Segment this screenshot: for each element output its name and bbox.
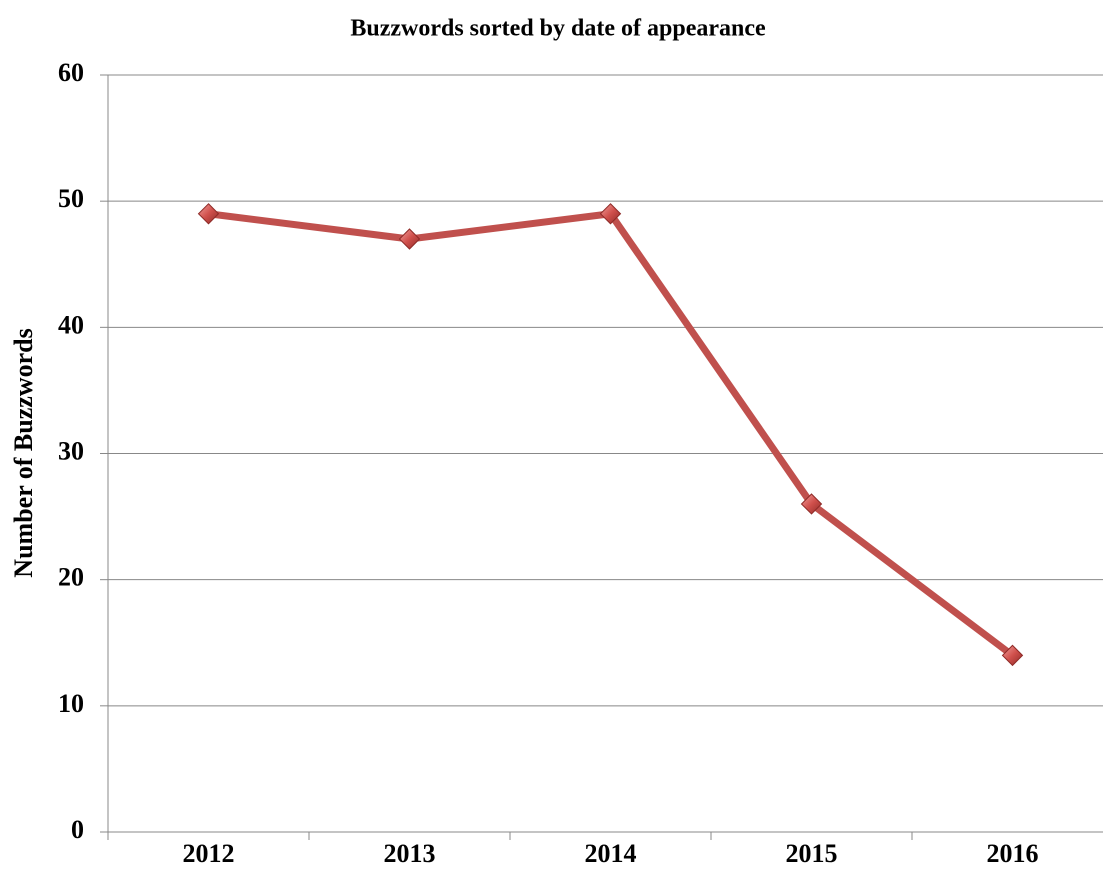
y-tick-label: 20 bbox=[58, 563, 84, 592]
axes: 0 10 20 30 40 50 60 2012 2013 2014 2015 2016 bbox=[58, 58, 1103, 868]
y-tick-label: 0 bbox=[71, 815, 84, 844]
grid bbox=[108, 74, 1103, 833]
x-tick-label: 2012 bbox=[183, 839, 235, 868]
y-tick-label: 30 bbox=[58, 436, 84, 465]
marker bbox=[197, 203, 220, 225]
x-tick-label: 2015 bbox=[786, 839, 838, 868]
x-tick-label: 2013 bbox=[384, 839, 436, 868]
y-tick-label: 40 bbox=[58, 310, 84, 339]
y-tick-label: 10 bbox=[58, 689, 84, 718]
marker bbox=[398, 228, 421, 250]
x-tick-label: 2014 bbox=[585, 839, 637, 868]
marker bbox=[1001, 644, 1024, 667]
plot bbox=[197, 203, 1024, 667]
marker bbox=[599, 203, 622, 225]
chart-title: Buzzwords sorted by date of appearance bbox=[350, 16, 766, 42]
line bbox=[205, 210, 1016, 659]
y-axis-label: Number of Buzzwords bbox=[9, 328, 38, 577]
marker bbox=[800, 493, 823, 515]
x-tick-label: 2016 bbox=[987, 839, 1039, 868]
y-tick-label: 50 bbox=[58, 184, 84, 213]
y-tick-label: 60 bbox=[58, 58, 84, 87]
